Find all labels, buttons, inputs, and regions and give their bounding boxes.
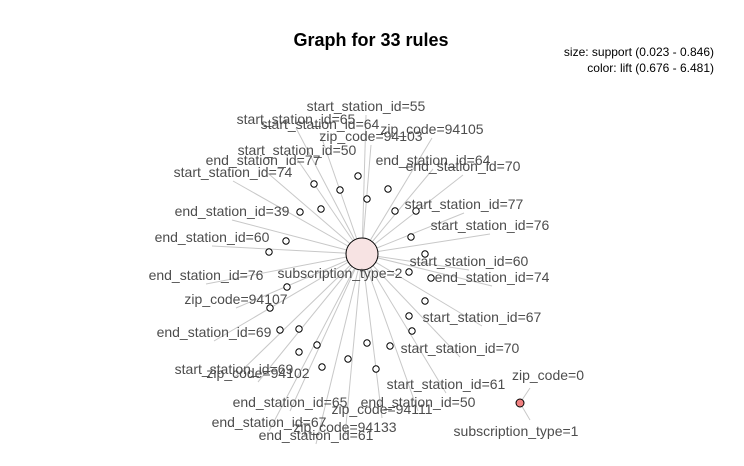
item-label-10: start_station_id=77 — [405, 196, 524, 212]
item-label-19: start_station_id=67 — [423, 309, 542, 325]
rule-node-23 — [313, 341, 321, 349]
item-label-5: start_station_id=50 — [238, 142, 357, 158]
rule-node-4 — [363, 195, 371, 203]
rule-node-25 — [295, 348, 303, 356]
rule-node-10 — [265, 248, 273, 256]
item-label-22: start_station_id=69 — [175, 361, 294, 377]
item-label-9: start_station_id=74 — [174, 164, 293, 180]
edge-24 — [361, 253, 447, 394]
item-label-24: start_station_id=61 — [387, 376, 506, 392]
item-label-20: end_station_id=69 — [157, 324, 272, 340]
rule-node-9 — [282, 237, 290, 245]
edge-6 — [262, 168, 363, 255]
edge-20 — [213, 253, 363, 342]
edge-21 — [361, 253, 461, 358]
edge-31 — [315, 253, 363, 445]
item-label-30: zip_code=94133 — [293, 419, 396, 435]
item-labels-layer: start_station_id=55start_station_id=65st… — [149, 98, 585, 443]
item-label-16: subscription_type=2 — [278, 265, 403, 281]
item-label-7: end_station_id=64 — [376, 152, 491, 168]
edge-19 — [361, 253, 483, 327]
legend-size: size: support (0.023 - 0.846) — [564, 45, 714, 59]
rule-node-6 — [412, 207, 420, 215]
rule-node-15 — [421, 297, 429, 305]
rule-node-13 — [405, 268, 413, 276]
legend-color: color: lift (0.676 - 6.481) — [587, 61, 714, 75]
item-label-8: end_station_id=70 — [406, 158, 521, 174]
rule-nodes-layer — [265, 172, 525, 408]
edge-18 — [235, 253, 363, 309]
item-label-27: end_station_id=50 — [361, 394, 476, 410]
rule-node-16 — [283, 283, 291, 291]
item-label-18: zip_code=94107 — [184, 291, 287, 307]
item-label-17: end_station_id=74 — [435, 269, 550, 285]
rule-node-1 — [336, 186, 344, 194]
rule-node-27 — [318, 363, 326, 371]
edge-14 — [361, 253, 470, 271]
item-label-6: end_station_id=77 — [206, 152, 321, 168]
rule-node-22 — [386, 342, 394, 350]
item-label-32: subscription_type=1 — [454, 423, 579, 439]
item-label-13: end_station_id=60 — [155, 229, 270, 245]
graph-title: Graph for 33 rules — [293, 30, 448, 50]
edge-15 — [205, 253, 363, 285]
edge-3 — [361, 137, 433, 255]
item-label-26: end_station_id=65 — [233, 394, 348, 410]
item-label-1: start_station_id=65 — [237, 111, 356, 127]
edge-22 — [233, 253, 363, 379]
item-label-4: zip_code=94103 — [319, 128, 422, 144]
item-label-23: zip_code=94102 — [206, 365, 309, 381]
edge-5 — [296, 158, 363, 255]
rule-node-0 — [310, 180, 318, 188]
edge-23 — [257, 253, 363, 383]
item-label-21: start_station_id=70 — [401, 340, 520, 356]
edge-12 — [361, 233, 491, 255]
rule-node-3 — [384, 185, 392, 193]
edge-27 — [361, 253, 419, 412]
edge-26 — [289, 253, 363, 412]
edge-8 — [361, 174, 464, 255]
edge-10 — [361, 212, 465, 255]
rule-node-20 — [276, 326, 284, 334]
item-label-12: start_station_id=76 — [431, 217, 550, 233]
rule-node-8 — [296, 208, 304, 216]
rule-node-7 — [317, 205, 325, 213]
item-label-31: end_station_id=61 — [259, 427, 374, 443]
item-label-29: end_station_id=67 — [212, 414, 327, 430]
rule-node-26 — [344, 355, 352, 363]
item-label-15: end_station_id=76 — [149, 267, 264, 283]
item-label-11: end_station_id=39 — [175, 203, 290, 219]
rule-node-2 — [354, 172, 362, 180]
rule-node-19 — [295, 325, 303, 333]
edge-1 — [295, 127, 363, 255]
item-label-0: start_station_id=55 — [307, 98, 426, 114]
rule-node-12 — [421, 250, 429, 258]
rule-node-17 — [266, 304, 274, 312]
item-label-25: zip_code=0 — [512, 367, 584, 383]
edge-13 — [211, 245, 363, 255]
item-label-28: zip_code=94111 — [331, 401, 432, 417]
rule-node-high-lift — [515, 398, 525, 408]
edge-9 — [232, 180, 363, 255]
rule-node-18 — [405, 312, 413, 320]
rule-node-5 — [391, 207, 399, 215]
edge-0 — [361, 114, 367, 255]
rule-node-21 — [408, 327, 416, 335]
rule-node-11 — [407, 233, 415, 241]
edge-28 — [361, 253, 383, 419]
rule-node-24 — [363, 339, 371, 347]
item-label-14: start_station_id=60 — [410, 253, 529, 269]
edge-30 — [344, 253, 363, 437]
rule-node-hub — [345, 237, 379, 271]
edge-11 — [231, 219, 363, 255]
rule-node-28 — [372, 365, 380, 373]
edges-layer — [205, 114, 531, 445]
item-label-2: start_station_id=64 — [261, 116, 380, 132]
item-label-3: zip_code=94105 — [380, 121, 483, 137]
rule-node-14 — [427, 274, 435, 282]
edge-17 — [361, 253, 493, 287]
